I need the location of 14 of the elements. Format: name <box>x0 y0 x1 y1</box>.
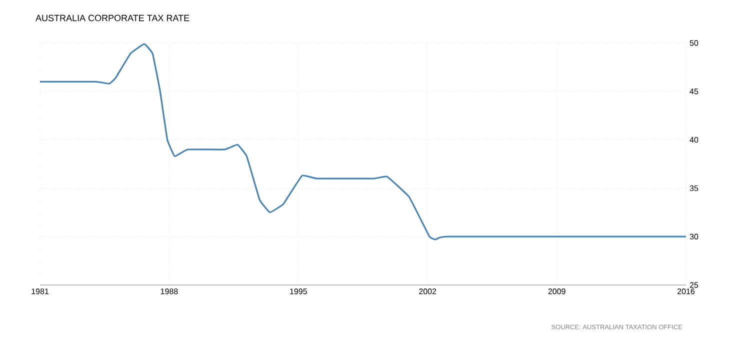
y-tick-label: 25 <box>690 282 698 288</box>
chart-title: AUSTRALIA CORPORATE TAX RATE <box>36 14 190 22</box>
x-tick-label: 1981 <box>32 288 49 294</box>
y-tick-label: 50 <box>690 40 698 46</box>
x-tick-label: 2009 <box>548 288 566 294</box>
y-tick-label: 45 <box>690 88 698 94</box>
x-tick-label: 2002 <box>419 288 436 294</box>
x-tick-label: 1995 <box>290 288 307 294</box>
line-series <box>40 43 686 240</box>
y-tick-label: 30 <box>690 234 698 240</box>
y-tick-label: 35 <box>690 185 698 192</box>
y-tick-label: 40 <box>690 136 698 143</box>
x-tick-label: 1988 <box>160 288 178 294</box>
x-tick-label: 2016 <box>678 288 695 294</box>
